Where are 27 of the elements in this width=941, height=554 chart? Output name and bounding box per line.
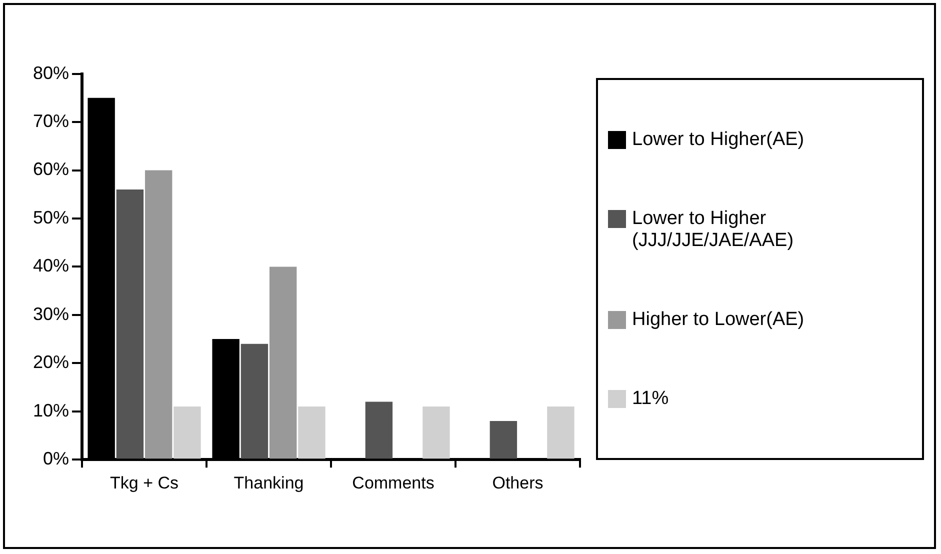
x-tick-label: Others bbox=[492, 473, 544, 492]
y-tick-label: 20% bbox=[32, 352, 70, 372]
bar bbox=[240, 344, 268, 459]
x-tick-label: Comments bbox=[352, 473, 434, 492]
y-tick-label: 40% bbox=[32, 256, 70, 276]
bar bbox=[298, 406, 326, 459]
y-tick-label: 0% bbox=[43, 448, 70, 469]
legend-label: Higher to Lower(AE) bbox=[632, 308, 804, 330]
legend-label: Lower to Higher(AE) bbox=[632, 128, 804, 150]
y-tick-label: 50% bbox=[32, 207, 70, 228]
y-tick-label: 30% bbox=[32, 304, 70, 324]
bar bbox=[116, 190, 144, 459]
y-tick-label: 80% bbox=[32, 62, 70, 83]
bar bbox=[144, 170, 172, 459]
legend-label: 11% bbox=[632, 388, 669, 410]
bar bbox=[422, 406, 450, 459]
legend-label: Lower to Higher (JJJ/JJE/JAE/AAE) bbox=[632, 208, 795, 252]
bar bbox=[269, 266, 297, 459]
bar bbox=[490, 421, 518, 459]
y-tick-label: 70% bbox=[32, 110, 70, 131]
bar bbox=[547, 406, 574, 459]
bar bbox=[174, 406, 201, 459]
y-tick-label: 10% bbox=[32, 400, 70, 420]
x-tick-label: Tkg + Cs bbox=[110, 473, 179, 492]
x-tick-label: Thanking bbox=[234, 473, 304, 492]
bar bbox=[365, 402, 393, 459]
y-tick-label: 60% bbox=[32, 159, 70, 180]
